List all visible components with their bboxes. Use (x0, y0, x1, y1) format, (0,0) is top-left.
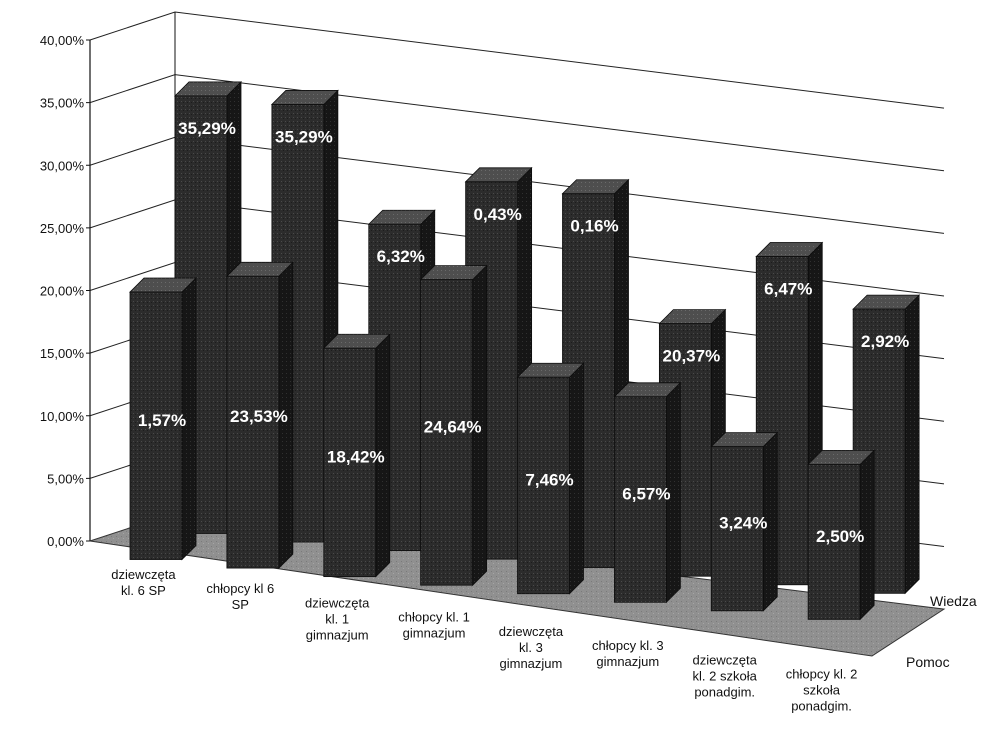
y-tick-label: 10,00% (40, 409, 85, 424)
data-label-wiedza: 0,16% (570, 217, 618, 236)
bar-pomoc (517, 376, 570, 595)
x-category-label: dziewczęta kl. 6 SP (111, 567, 176, 598)
data-label-pomoc: 1,57% (138, 411, 186, 430)
data-label-pomoc: 6,57% (622, 485, 670, 504)
x-category-label: dziewczęta kl. 2 szkoła ponadgim. (693, 652, 758, 699)
bar-pomoc (129, 291, 183, 560)
data-label-pomoc: 7,46% (525, 470, 573, 489)
x-category-label: chłopcy kl 6 SP (206, 581, 274, 612)
data-label-wiedza: 20,37% (663, 347, 721, 366)
bar-pomoc (226, 275, 280, 569)
bar-pomoc (420, 279, 474, 586)
x-category-label: chłopcy kl. 2 szkoła ponadgim. (786, 667, 858, 714)
y-tick-label: 25,00% (40, 221, 85, 236)
x-category-label: chłopcy kl. 3 gimnazjum (592, 638, 664, 669)
y-tick-label: 20,00% (40, 284, 85, 299)
series-label-pomoc: Pomoc (906, 654, 950, 670)
data-label-wiedza: 35,29% (178, 119, 236, 138)
bar-pomoc (613, 396, 667, 603)
data-label-wiedza: 0,43% (474, 205, 522, 224)
x-category-label: dziewczęta kl. 3 gimnazjum (499, 624, 564, 671)
y-tick-label: 30,00% (40, 158, 85, 173)
y-tick-label: 35,00% (40, 96, 85, 111)
bar-pomoc (323, 347, 377, 578)
data-label-pomoc: 2,50% (816, 527, 864, 546)
data-label-wiedza: 35,29% (275, 127, 333, 146)
data-label-wiedza: 6,32% (377, 247, 425, 266)
data-label-pomoc: 3,24% (719, 514, 767, 533)
y-tick-label: 15,00% (40, 346, 85, 361)
data-label-pomoc: 18,42% (327, 447, 385, 466)
data-label-wiedza: 2,92% (861, 332, 909, 351)
bar-pomoc (807, 463, 861, 620)
y-tick-label: 40,00% (40, 33, 85, 48)
x-category-label: dziewczęta kl. 1 gimnazjum (305, 595, 370, 642)
data-label-pomoc: 23,53% (230, 407, 288, 426)
y-tick-label: 5,00% (47, 471, 84, 486)
data-label-pomoc: 24,64% (424, 417, 482, 436)
bar-pomoc (710, 446, 764, 612)
data-label-wiedza: 6,47% (764, 280, 812, 299)
y-tick-label: 0,00% (47, 534, 84, 549)
series-label-wiedza: Wiedza (930, 593, 977, 609)
x-category-label: chłopcy kl. 1 gimnazjum (398, 610, 470, 641)
